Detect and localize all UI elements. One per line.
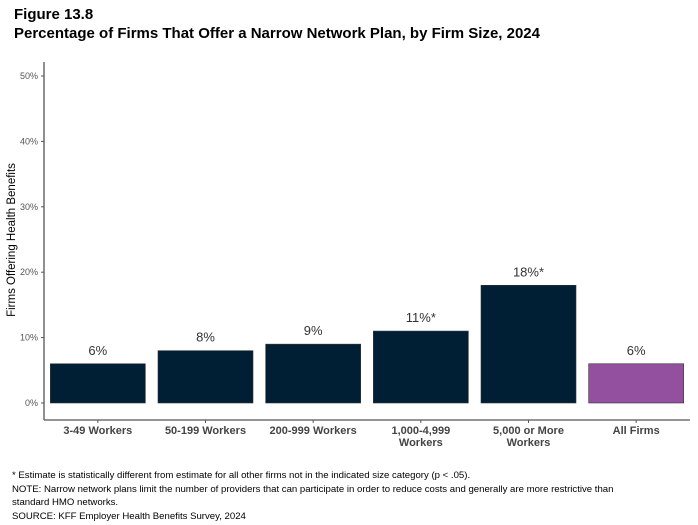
x-tick-label: 3-49 Workers bbox=[63, 425, 132, 437]
x-tick-label: 200-999 Workers bbox=[270, 425, 357, 437]
y-tick-label: 30% bbox=[20, 202, 38, 212]
x-tick-label: All Firms bbox=[613, 425, 660, 437]
data-label: 18%* bbox=[513, 264, 544, 279]
data-label: 6% bbox=[88, 343, 107, 358]
bar bbox=[588, 363, 684, 404]
bar bbox=[50, 363, 146, 404]
y-tick-label: 0% bbox=[25, 398, 38, 408]
y-axis-label: Firms Offering Health Benefits bbox=[6, 163, 18, 317]
footnote-note-cont: standard HMO networks. bbox=[12, 497, 119, 509]
data-label: 11%* bbox=[406, 310, 436, 325]
footnote-asterisk: * Estimate is statistically different fr… bbox=[12, 470, 471, 481]
x-tick-label: Workers bbox=[507, 437, 551, 449]
x-tick-label: 50-199 Workers bbox=[165, 425, 246, 437]
figure-label: Figure 13.8 bbox=[14, 6, 94, 23]
data-label: 6% bbox=[627, 343, 646, 358]
y-tick-label: 40% bbox=[20, 136, 38, 146]
x-tick-label: 5,000 or More bbox=[493, 425, 564, 437]
x-tick-label: Workers bbox=[399, 437, 443, 449]
footnotes: * Estimate is statistically different fr… bbox=[12, 469, 692, 523]
data-label: 8% bbox=[196, 330, 215, 345]
chart-title: Percentage of Firms That Offer a Narrow … bbox=[14, 25, 540, 42]
y-tick-label: 10% bbox=[20, 333, 38, 343]
bar bbox=[480, 284, 577, 404]
y-tick-label: 50% bbox=[20, 71, 38, 81]
footnote-source: SOURCE: KFF Employer Health Benefits Sur… bbox=[12, 510, 246, 522]
y-tick-label: 20% bbox=[20, 267, 38, 277]
footnote-note: NOTE: Narrow network plans limit the num… bbox=[12, 483, 614, 495]
x-tick-label: 1,000-4,999 bbox=[391, 425, 450, 437]
bar bbox=[373, 330, 469, 404]
bar bbox=[157, 350, 254, 404]
bar bbox=[265, 343, 361, 404]
data-label: 9% bbox=[304, 323, 323, 338]
